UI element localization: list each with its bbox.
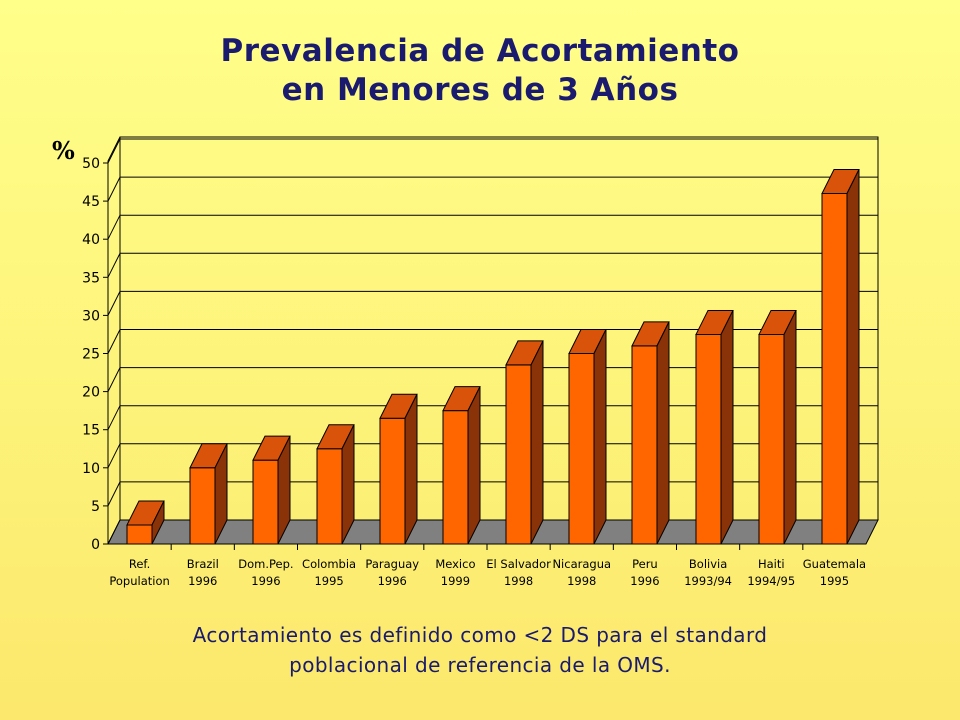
y-tick-label: 45	[82, 194, 100, 210]
gridline-side	[107, 253, 121, 278]
gridline-side	[107, 329, 121, 354]
x-tick-label: Colombia	[302, 557, 356, 571]
bar-front	[252, 459, 279, 545]
footnote-line-2: poblacional de referencia de la OMS.	[289, 653, 671, 677]
footnote-line-1: Acortamiento es definido como <2 DS para…	[192, 623, 768, 647]
x-tick-label: Haiti	[758, 557, 785, 571]
x-tick-label: 1996	[630, 574, 659, 588]
bar	[252, 435, 291, 545]
x-tick-label: 1995	[314, 574, 343, 588]
x-tick-label: 1995	[820, 574, 849, 588]
bar	[126, 500, 165, 545]
x-tick-label: El Salvador	[486, 557, 551, 571]
x-tick-label: Peru	[632, 557, 658, 571]
chart-title-line-1: Prevalencia de Acortamiento	[220, 33, 740, 69]
chart-title-line-2: en Menores de 3 Años	[281, 72, 679, 108]
gridline-side	[107, 481, 121, 507]
y-axis-label: %	[52, 136, 75, 165]
x-tick-label: 1999	[441, 574, 470, 588]
x-tick-label: Ref.	[129, 557, 150, 571]
bar-front	[758, 333, 785, 545]
x-tick-label: 1998	[504, 574, 533, 588]
bar-front	[316, 448, 343, 545]
y-tick-label: 0	[91, 537, 100, 553]
bar-front	[379, 417, 406, 545]
bar-side	[656, 321, 670, 545]
y-tick-label: 30	[82, 308, 100, 324]
bar-front	[695, 333, 722, 545]
x-tick-label: Paraguay	[365, 557, 419, 571]
bar-side	[593, 329, 607, 545]
gridline-side	[107, 405, 121, 430]
bar-side	[151, 500, 165, 545]
bar-front	[189, 467, 216, 545]
x-tick-label: Brazil	[187, 557, 219, 571]
bar	[442, 386, 481, 545]
x-tick-label: 1994/95	[747, 574, 795, 588]
y-tick-label: 50	[82, 156, 100, 172]
x-tick-label: Population	[109, 574, 169, 588]
x-tick-label: 1998	[567, 574, 596, 588]
x-tick-label: 1996	[251, 574, 280, 588]
bar	[316, 424, 355, 545]
gridline-side	[107, 367, 121, 392]
bar-side	[214, 443, 228, 545]
gridline-side	[107, 138, 121, 164]
y-tick-label: 15	[82, 423, 100, 439]
bar-front	[821, 192, 848, 545]
bar	[821, 168, 860, 545]
bar-side	[277, 435, 291, 545]
y-tick-label: 10	[82, 461, 100, 477]
bar-front	[631, 345, 658, 545]
gridline-side	[107, 519, 121, 545]
bar	[379, 393, 418, 545]
y-tick-label: 35	[82, 270, 100, 286]
x-tick-label: 1996	[378, 574, 407, 588]
bar	[189, 443, 228, 545]
x-tick-label: Nicaragua	[552, 557, 611, 571]
x-tick-label: 1996	[188, 574, 217, 588]
x-tick-label: Mexico	[435, 557, 475, 571]
bar-side	[467, 386, 481, 545]
bar	[631, 321, 670, 545]
y-tick-label: 5	[91, 499, 100, 515]
bar-side	[530, 340, 544, 545]
x-tick-label: Dom.Pep.	[238, 557, 293, 571]
x-tick-label: 1993/94	[684, 574, 732, 588]
bar	[695, 309, 734, 545]
y-tick-label: 20	[82, 385, 100, 401]
x-tick-label: Bolivia	[689, 557, 727, 571]
gridline-side	[107, 291, 121, 316]
x-tick-label: Guatemala	[803, 557, 866, 571]
bar-side	[341, 424, 355, 545]
bar-side	[404, 394, 418, 545]
bar	[568, 329, 607, 545]
gridline-side	[107, 176, 121, 202]
gridline-side	[107, 443, 121, 469]
gridline-side	[107, 214, 121, 240]
y-tick-label: 40	[82, 232, 100, 248]
y-tick-label: 25	[82, 347, 100, 363]
bar-side	[846, 169, 860, 545]
bar-front	[126, 524, 153, 545]
bar-front	[505, 364, 532, 545]
bar	[505, 340, 544, 545]
bar	[758, 309, 797, 545]
bar-side	[783, 310, 797, 545]
bar-front	[568, 353, 595, 545]
bar-side	[720, 310, 734, 545]
bar-front	[442, 410, 469, 545]
